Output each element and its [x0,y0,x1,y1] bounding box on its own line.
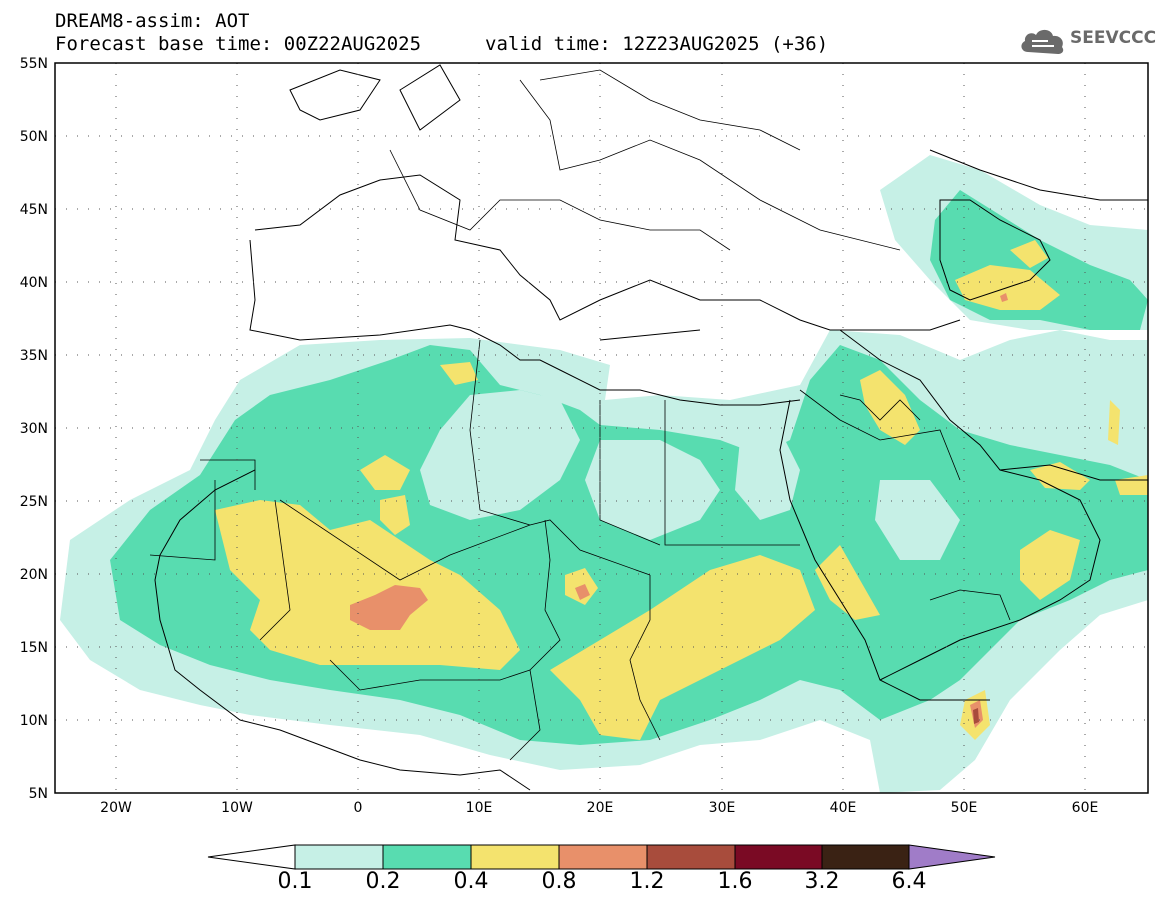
graticule [55,63,1148,793]
cloud-icon [1021,29,1064,54]
colorbar [207,844,996,870]
lon-label: 20E [587,800,614,816]
colorbar-segment [734,844,823,870]
colorbar-label: 0.1 [277,869,313,894]
lat-label: 40N [20,275,48,291]
lon-label: 60E [1072,800,1099,816]
lat-label: 20N [20,567,48,583]
lon-label: 20W [100,800,132,816]
lat-label: 35N [20,348,48,364]
lat-label: 10N [20,713,48,729]
map-title: DREAM8-assim: AOT [55,10,250,32]
lat-label: 25N [20,494,48,510]
aot-field-1.2 [973,708,979,724]
colorbar-label: 0.4 [453,869,489,894]
colorbar-segment [821,844,910,870]
lon-label: 0 [354,800,363,816]
colorbar-segment [294,844,384,870]
colorbar-segment [646,844,736,870]
seevccc-logo: SEEVCCC [1018,22,1157,58]
lat-label: 5N [29,786,48,802]
coastlines [154,64,1148,791]
map-frame [54,62,1149,794]
colorbar-label: 3.2 [804,869,840,894]
lat-label: 15N [20,640,48,656]
lat-label: 30N [20,421,48,437]
valid-time: valid time: 12Z23AUG2025 (+36) [485,33,829,55]
lon-label: 50E [951,800,978,816]
colorbar-label: 6.4 [891,869,927,894]
lon-label: 10E [466,800,493,816]
aot-field-0.4 [215,240,1148,740]
lon-labels: 20W 10W 0 10E 20E 30E 40E 50E 60E [100,800,1098,816]
aot-field-0.1-inner [420,390,960,560]
colorbar-segment [207,844,296,870]
colorbar-segment [382,844,472,870]
lat-label: 55N [20,56,48,72]
colorbar-segment [470,844,560,870]
logo-text: SEEVCCC [1070,28,1157,48]
forecast-base-time: Forecast base time: 00Z22AUG2025 [55,33,422,55]
colorbar-segment [558,844,648,870]
lat-labels: 5N 10N 15N 20N 25N 30N 35N 40N 45N 50N 5… [20,56,48,802]
colorbar-label: 1.6 [717,869,753,894]
lat-label: 50N [20,129,48,145]
lon-label: 10W [221,800,253,816]
colorbar-label: 0.2 [365,869,401,894]
colorbar-label: 1.2 [629,869,665,894]
colorbar-segment [908,844,996,870]
lon-label: 40E [830,800,857,816]
colorbar-label: 0.8 [541,869,577,894]
lat-label: 45N [20,202,48,218]
lon-label: 30E [709,800,736,816]
country-borders [149,69,1011,761]
